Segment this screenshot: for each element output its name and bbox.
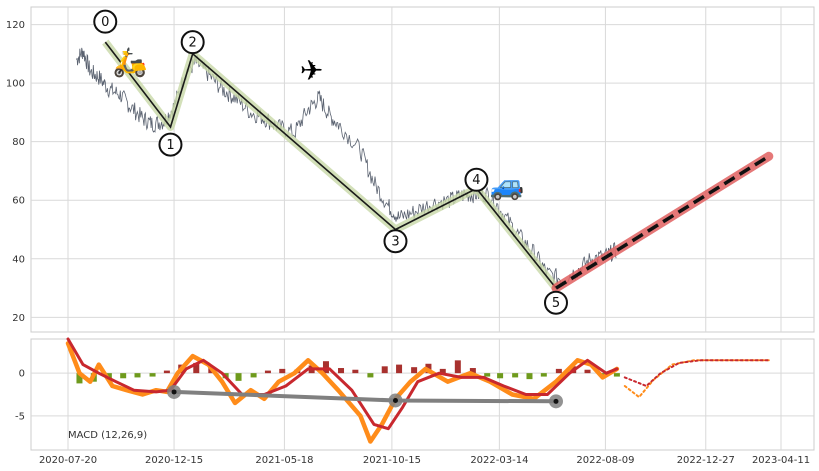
histogram-bar — [454, 360, 461, 374]
histogram-bar — [264, 370, 271, 374]
x-tick-label: 2020-12-15 — [145, 455, 203, 466]
x-tick-label: 2021-05-18 — [255, 455, 313, 466]
scooter-icon: 🛵 — [113, 45, 148, 78]
macd-legend-label: MACD (12,26,9) — [68, 430, 147, 441]
macd-y-ticks: 0 -5 — [15, 369, 25, 423]
pivot-label: 2 — [189, 36, 197, 51]
pivot-marker — [383, 229, 408, 254]
price-panel — [30, 6, 815, 333]
pivot-marker — [158, 132, 183, 157]
histogram-bar — [120, 373, 127, 379]
histogram-bar — [497, 373, 504, 379]
macd-projection-line — [623, 359, 770, 387]
x-tick-label: 2020-07-20 — [39, 455, 97, 466]
histogram-bar — [411, 367, 418, 374]
pivot-label: 3 — [391, 235, 399, 250]
divergence-point-core — [392, 397, 398, 403]
pivot-label: 4 — [472, 173, 480, 188]
macd-y-tick-label: -5 — [15, 411, 25, 422]
pivot-marker — [543, 290, 568, 315]
macd-marks — [65, 337, 770, 444]
x-tick-label: 2023-04-11 — [752, 455, 810, 466]
histogram-bar — [526, 373, 533, 380]
histogram-bar — [584, 369, 591, 374]
price-y-tick-label: 80 — [12, 137, 25, 148]
car-icon: 🚙 — [490, 168, 525, 201]
histogram-bar — [381, 366, 388, 374]
price-y-tick-label: 120 — [6, 20, 25, 31]
pivot-marker — [93, 9, 118, 34]
histogram-bar — [76, 373, 83, 384]
price-y-tick-label: 40 — [12, 254, 25, 265]
pivot-label: 0 — [101, 15, 109, 30]
x-ticks: 2020-07-20 2020-12-15 2021-05-18 2021-10-15… — [39, 455, 810, 466]
histogram-bar — [163, 370, 170, 374]
price-y-tick-label: 100 — [6, 79, 25, 90]
price-marks: 0 1 2 3 4 5 🛵 ✈ 🚙 — [76, 9, 774, 315]
pivot-label: 1 — [166, 138, 174, 153]
macd-panel — [30, 338, 815, 451]
histogram-bar — [338, 368, 345, 374]
zigzag-line — [104, 41, 557, 289]
x-tick-label: 2021-10-15 — [363, 455, 421, 466]
histogram-bar — [352, 369, 359, 374]
histogram-bar — [235, 373, 242, 381]
airplane-icon: ✈ — [300, 54, 323, 87]
histogram-bar — [396, 364, 403, 374]
histogram-bar — [512, 373, 519, 378]
histogram-bar — [439, 368, 446, 374]
histogram-bar — [193, 362, 200, 374]
price-y-tick-label: 20 — [12, 313, 25, 324]
macd-line — [65, 341, 620, 444]
x-tick-label: 2022-03-14 — [470, 455, 528, 466]
projection-line — [555, 154, 770, 290]
signal-line — [66, 337, 619, 431]
pivot-marker — [464, 167, 489, 192]
divergence-point-core — [553, 398, 559, 404]
histogram-bar — [134, 373, 141, 378]
histogram-bar — [250, 373, 257, 378]
macd-y-tick-label: 0 — [19, 369, 25, 380]
histogram-bar — [469, 368, 476, 374]
histogram-bar — [540, 373, 547, 377]
price-y-ticks: 20 40 60 80 100 120 — [6, 20, 25, 324]
histogram-bar — [322, 361, 329, 374]
histogram-bar — [484, 373, 491, 377]
x-tick-label: 2022-08-09 — [576, 455, 634, 466]
price-y-tick-label: 60 — [12, 196, 25, 207]
x-tick-label: 2022-12-27 — [677, 455, 735, 466]
histogram-bar — [367, 373, 374, 378]
divergence-point-core — [171, 389, 177, 395]
price-grid — [31, 7, 814, 332]
pivot-label: 5 — [552, 296, 560, 311]
histogram-bar — [149, 373, 156, 377]
price-series-line — [76, 47, 617, 287]
pivot-marker — [180, 30, 205, 55]
histogram-bar — [555, 368, 562, 374]
histogram-bar — [279, 368, 286, 374]
histogram-bar — [613, 373, 620, 377]
